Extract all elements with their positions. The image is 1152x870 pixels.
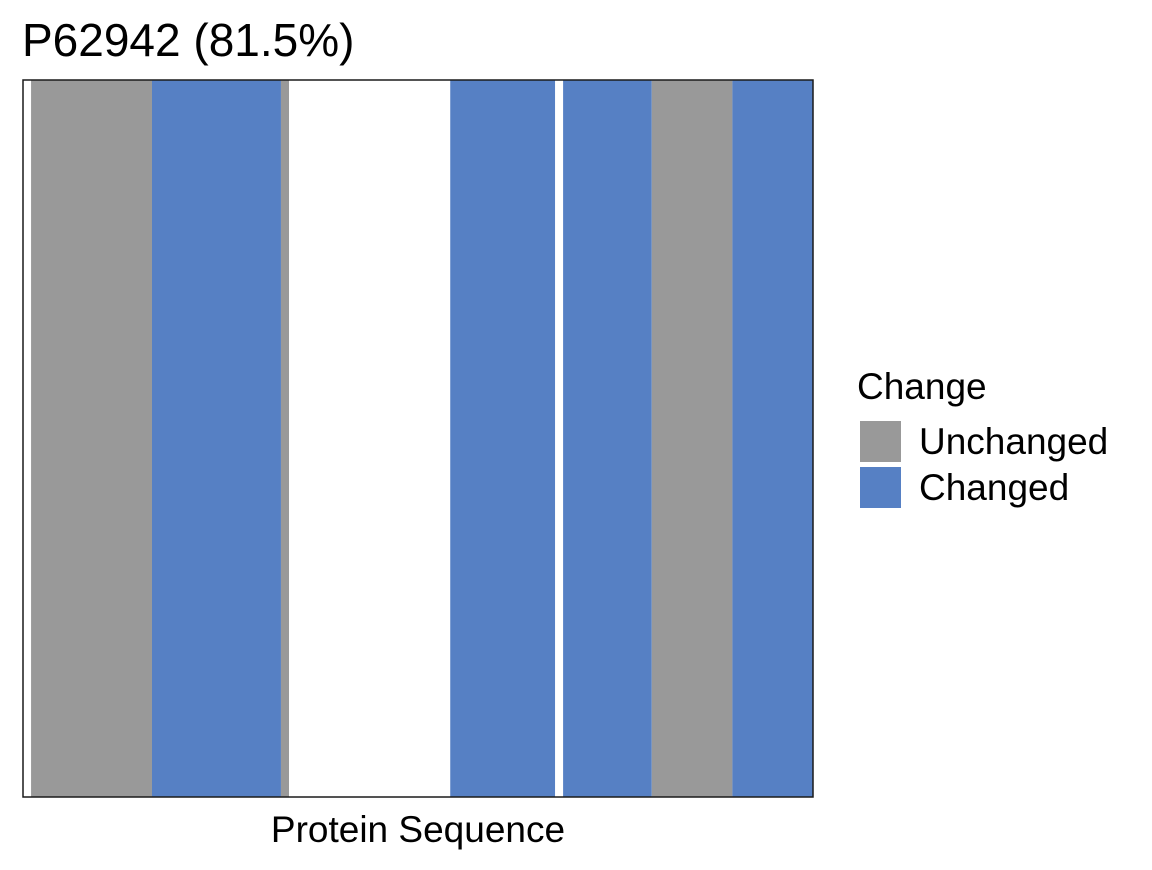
legend-entries: Unchanged Changed [860, 421, 1108, 508]
legend-label-unchanged: Unchanged [919, 421, 1108, 462]
chart-title: P62942 (81.5%) [22, 14, 354, 66]
legend-label-changed: Changed [919, 467, 1069, 508]
legend-key-unchanged [860, 421, 901, 462]
plot-border [22, 79, 814, 798]
legend-key-changed [860, 467, 901, 508]
legend: Change Unchanged Changed [857, 366, 1108, 508]
segment-changed-2 [151, 80, 281, 797]
x-axis-label: Protein Sequence [271, 809, 565, 850]
segment-unchanged-1 [31, 80, 152, 797]
segment-unchanged-3 [280, 80, 290, 797]
segment-changed-7 [732, 80, 813, 797]
segment-changed-4 [450, 80, 556, 797]
legend-title: Change [857, 366, 987, 407]
segment-changed-5 [563, 80, 652, 797]
segment-unchanged-6 [651, 80, 733, 797]
plot-area [22, 79, 814, 798]
segments-layer [31, 80, 813, 797]
